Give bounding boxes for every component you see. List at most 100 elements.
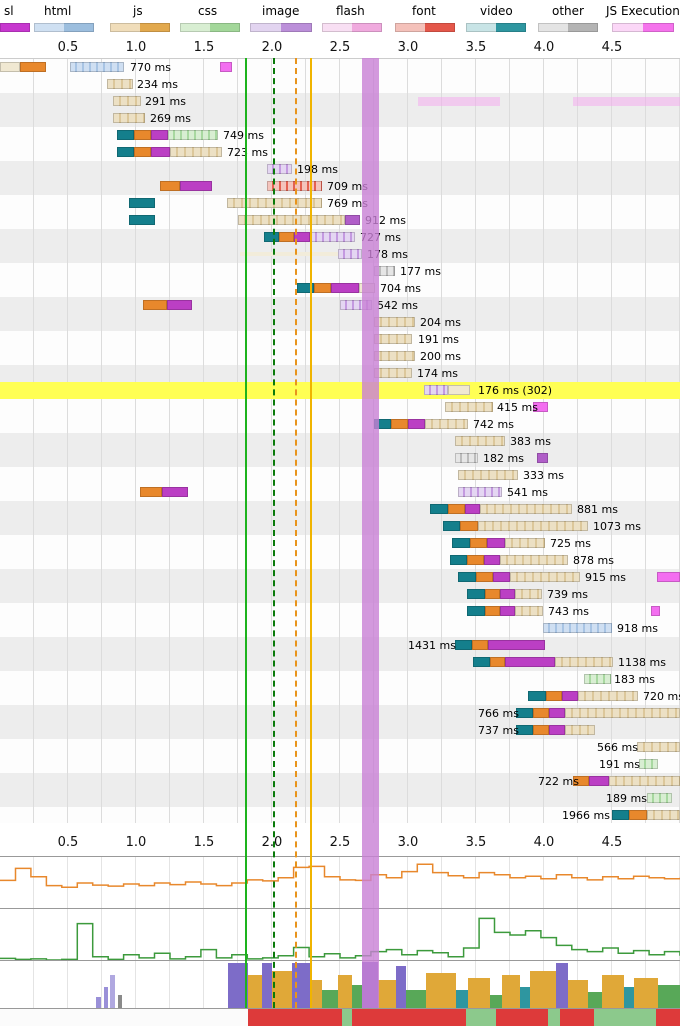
request-segment-ssl [500, 589, 515, 599]
waterfall-row[interactable]: 234 ms [0, 76, 680, 93]
axis-tick: 1.5 [193, 835, 215, 850]
waterfall-row[interactable]: 912 ms [0, 212, 680, 229]
waterfall-row[interactable]: 191 ms [0, 756, 680, 773]
waterfall-row[interactable]: 1431 ms [0, 637, 680, 654]
request-time-label: 291 ms [145, 95, 186, 108]
request-segment-beige_l [448, 385, 470, 395]
page-progress-bar [0, 1008, 680, 1026]
waterfall-row[interactable]: 269 ms [0, 110, 680, 127]
waterfall-row[interactable]: 191 ms [0, 331, 680, 348]
request-segment-ssl [331, 283, 359, 293]
main-thread-activity-block [228, 963, 248, 1009]
request-segment-dns [129, 198, 155, 208]
request-time-label: 725 ms [550, 537, 591, 550]
request-segment-beige [374, 317, 415, 327]
request-segment-ssl [505, 657, 555, 667]
axis-tick: 3.5 [465, 835, 487, 850]
request-segment-beige [170, 147, 222, 157]
waterfall-row[interactable]: 766 ms [0, 705, 680, 722]
request-segment-beige [113, 96, 141, 106]
waterfall-row[interactable]: 541 ms [0, 484, 680, 501]
request-time-label: 918 ms [617, 622, 658, 635]
progress-segment [466, 1009, 496, 1026]
waterfall-row[interactable]: 704 ms [0, 280, 680, 297]
waterfall-row[interactable]: 383 ms [0, 433, 680, 450]
request-segment-ssl [151, 147, 170, 157]
axis-tick: 1.0 [125, 835, 147, 850]
waterfall-row[interactable]: 177 ms [0, 263, 680, 280]
request-segment-dns [455, 640, 472, 650]
waterfall-row[interactable]: 189 ms [0, 790, 680, 807]
legend-swatch-image [250, 23, 312, 32]
waterfall-row[interactable]: 178 ms [0, 246, 680, 263]
waterfall-row[interactable]: 174 ms [0, 365, 680, 382]
request-segment-css [647, 793, 672, 803]
request-segment-ssl [180, 181, 212, 191]
request-segment-connect [140, 487, 162, 497]
request-segment-css [639, 759, 658, 769]
request-time-label: 269 ms [150, 112, 191, 125]
request-time-label: 1966 ms [562, 809, 610, 822]
waterfall-row[interactable]: 415 ms [0, 399, 680, 416]
request-segment-img_d [345, 215, 360, 225]
waterfall-row[interactable]: 200 ms [0, 348, 680, 365]
waterfall-row[interactable]: 742 ms [0, 416, 680, 433]
waterfall-row[interactable]: 749 ms [0, 127, 680, 144]
bandwidth-chart-svg [0, 917, 680, 961]
waterfall-row[interactable]: 723 ms [0, 144, 680, 161]
legend-swatch-js-execution [612, 23, 674, 32]
request-time-label: 383 ms [510, 435, 551, 448]
waterfall: 770 ms 234 ms 291 ms 269 ms 749 ms 723 ms 198 … [0, 58, 680, 824]
waterfall-row[interactable]: 1073 ms [0, 518, 680, 535]
axis-tick: 4.0 [533, 40, 555, 55]
waterfall-row[interactable]: 542 ms [0, 297, 680, 314]
waterfall-row[interactable]: 770 ms [0, 59, 680, 76]
waterfall-row[interactable]: 720 ms [0, 688, 680, 705]
waterfall-row[interactable]: 881 ms [0, 501, 680, 518]
request-time-label: 177 ms [400, 265, 441, 278]
axis-tick: 2.5 [329, 40, 351, 55]
main-thread-activity-block [602, 975, 624, 1009]
legend-label-ssl: sl [4, 4, 14, 18]
waterfall-row[interactable]: 1966 ms [0, 807, 680, 824]
waterfall-row[interactable]: 727 ms [0, 229, 680, 246]
request-segment-ssl [549, 708, 565, 718]
request-segment-beige [478, 521, 588, 531]
waterfall-row[interactable]: 291 ms [0, 93, 680, 110]
waterfall-row[interactable]: 769 ms [0, 195, 680, 212]
waterfall-row[interactable]: 743 ms [0, 603, 680, 620]
waterfall-row[interactable]: 915 ms [0, 569, 680, 586]
waterfall-row[interactable]: 204 ms [0, 314, 680, 331]
request-segment-dns [452, 538, 470, 548]
legend-swatch-video [466, 23, 526, 32]
waterfall-row[interactable]: 709 ms [0, 178, 680, 195]
request-segment-dns [458, 572, 476, 582]
waterfall-row[interactable]: 722 ms [0, 773, 680, 790]
request-time-label: 709 ms [327, 180, 368, 193]
request-segment-beige [500, 555, 568, 565]
main-thread-activity-block [456, 989, 468, 1009]
waterfall-row[interactable]: 183 ms [0, 671, 680, 688]
waterfall-row[interactable]: 739 ms [0, 586, 680, 603]
request-time-label: 912 ms [365, 214, 406, 227]
request-segment-beige_l [359, 283, 375, 293]
request-time-label: 566 ms [597, 741, 638, 754]
waterfall-row[interactable]: 725 ms [0, 535, 680, 552]
request-time-label: 415 ms [497, 401, 538, 414]
waterfall-row[interactable]: 1138 ms [0, 654, 680, 671]
waterfall-row[interactable]: 182 ms [0, 450, 680, 467]
waterfall-row[interactable]: 918 ms [0, 620, 680, 637]
axis-tick: 4.0 [533, 835, 555, 850]
waterfall-row[interactable]: 878 ms [0, 552, 680, 569]
waterfall-row[interactable]: 333 ms [0, 467, 680, 484]
main-thread-activity-block [568, 980, 588, 1009]
waterfall-row[interactable]: 198 ms [0, 161, 680, 178]
request-segment-connect [573, 776, 589, 786]
request-segment-connect [467, 555, 484, 565]
request-segment-ssl [562, 691, 578, 701]
request-segment-ssl [493, 572, 510, 582]
waterfall-row[interactable]: 566 ms [0, 739, 680, 756]
waterfall-row[interactable]: 176 ms (302) [0, 382, 680, 399]
waterfall-row[interactable]: 737 ms [0, 722, 680, 739]
main-thread-activity-block [406, 989, 426, 1009]
